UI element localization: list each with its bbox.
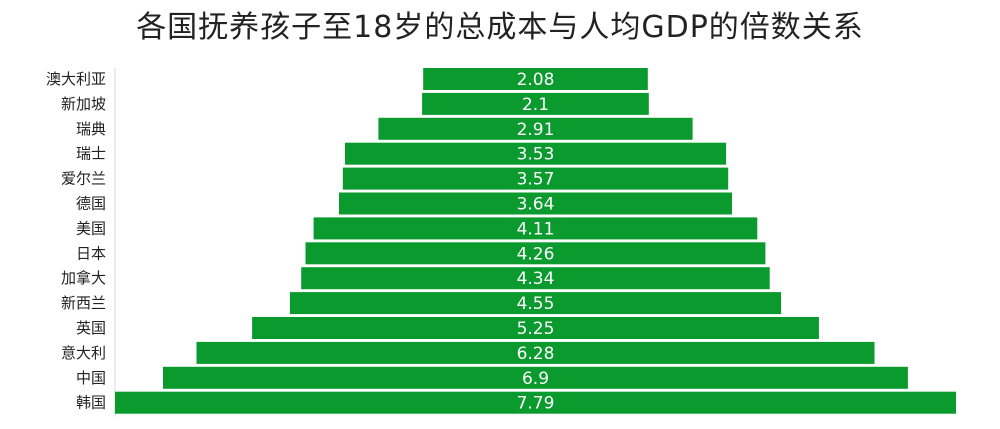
value-label-3: 3.53 (517, 145, 555, 165)
bar-12 (163, 366, 908, 389)
category-label-2: 瑞典 (76, 120, 106, 138)
category-label-8: 加拿大 (61, 269, 106, 287)
value-label-1: 2.1 (522, 95, 549, 115)
value-label-5: 3.64 (517, 195, 555, 215)
bar-0 (423, 68, 648, 90)
bar-5 (339, 192, 732, 215)
category-label-5: 德国 (76, 195, 106, 213)
category-label-10: 英国 (76, 319, 106, 337)
value-label-4: 3.57 (517, 170, 555, 190)
value-label-9: 4.55 (517, 294, 555, 314)
bar-9 (289, 292, 782, 315)
category-label-7: 日本 (76, 244, 106, 262)
value-label-10: 5.25 (517, 319, 555, 339)
category-label-11: 意大利 (61, 344, 106, 362)
bars-layer (115, 68, 956, 414)
value-label-8: 4.34 (517, 269, 555, 289)
bar-4 (342, 167, 729, 190)
value-label-6: 4.11 (517, 219, 555, 239)
value-label-2: 2.91 (517, 120, 555, 140)
bar-7 (305, 242, 766, 265)
value-label-11: 6.28 (517, 344, 555, 364)
bar-10 (252, 317, 819, 339)
category-label-0: 澳大利亚 (46, 70, 106, 88)
category-label-9: 新西兰 (61, 294, 106, 312)
value-labels-layer: 2.08 2.1 2.91 3.53 3.57 3.64 4.11 4.26 4.34 4.55 5… (517, 70, 555, 414)
bar-3 (345, 142, 727, 165)
bar-2 (378, 117, 693, 140)
bar-11 (196, 341, 875, 364)
category-label-3: 瑞士 (76, 145, 106, 163)
bar-13 (115, 391, 956, 414)
category-label-4: 爱尔兰 (61, 170, 106, 188)
category-label-13: 韩国 (76, 394, 106, 412)
bar-1 (422, 92, 649, 115)
value-label-7: 4.26 (517, 244, 555, 264)
category-label-12: 中国 (76, 369, 106, 387)
chart-title: 各国抚养孩子至18岁的总成本与人均GDP的倍数关系 (136, 10, 864, 45)
bar-6 (313, 217, 758, 240)
value-label-13: 7.79 (517, 394, 555, 414)
category-label-1: 新加坡 (61, 95, 106, 113)
bar-8 (301, 267, 770, 290)
value-label-0: 2.08 (517, 70, 555, 90)
value-label-12: 6.9 (522, 369, 549, 389)
category-label-6: 美国 (76, 219, 106, 237)
